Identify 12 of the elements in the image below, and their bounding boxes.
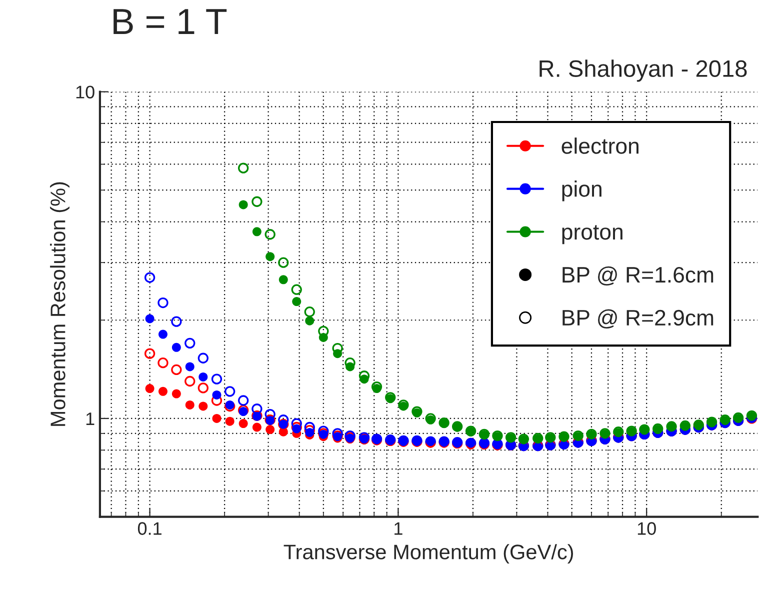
legend-label: proton [562, 225, 622, 244]
annotation: BP @ R=1.6cm [562, 266, 714, 286]
x-axis-title: Transverse Momentum (GeV/c) [284, 544, 573, 564]
chart-title: B = 1 T [114, 9, 227, 34]
legend-label: pion [562, 180, 602, 202]
text: R. Shahoyan - 2018 [540, 60, 747, 82]
x-tick-label: 10 [638, 522, 656, 535]
x-tick-label: 0.1 [138, 522, 162, 535]
annotation: BP @ R=2.9cm [562, 309, 714, 328]
x-tick-label: 1 [394, 522, 402, 535]
y-axis-title: Momentum Resolution (%) [50, 182, 70, 426]
legend-label: electron [562, 138, 638, 154]
